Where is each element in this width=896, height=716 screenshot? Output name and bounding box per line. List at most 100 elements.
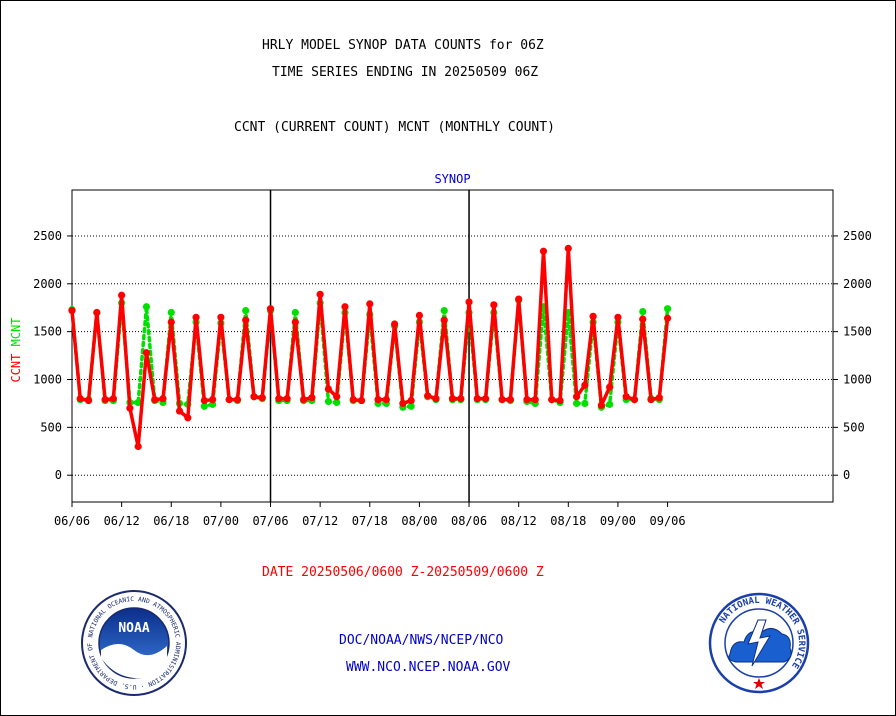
data-point-mcnt [324,397,333,406]
x-tick-label: 08/00 [401,514,437,528]
data-point-ccnt [432,395,440,403]
data-point-ccnt [498,395,506,404]
data-point-mcnt [581,399,589,408]
y-tick-label-left: 2000 [33,277,62,291]
data-point-mcnt [242,306,250,315]
data-point-ccnt [589,312,597,320]
series-line-ccnt [70,246,670,449]
data-point-ccnt [109,395,117,403]
data-point-ccnt [266,305,275,313]
data-point-mcnt [291,308,299,317]
data-point-ccnt [572,393,581,401]
data-point-ccnt [465,298,473,306]
data-point-ccnt [333,393,341,401]
data-point-ccnt [606,383,614,391]
data-point-mcnt [200,402,208,410]
y-axis-label-part: MCNT [9,317,23,353]
data-point-ccnt [209,395,217,404]
data-point-mcnt [407,402,415,410]
data-point-ccnt [68,306,76,315]
data-point-ccnt [523,395,531,404]
data-point-mcnt [639,307,647,316]
data-point-ccnt [415,311,424,319]
y-tick-label-left: 0 [55,468,62,482]
y-tick-label-left: 1500 [33,325,62,339]
y-tick-label-right: 2500 [843,229,872,243]
data-point-ccnt [473,395,481,403]
data-point-ccnt [548,395,556,404]
data-point-ccnt [118,291,126,299]
data-point-ccnt [622,393,630,401]
data-point-ccnt [614,313,622,321]
data-point-ccnt [283,395,291,403]
x-tick-label: 08/12 [501,514,537,528]
y-tick-label-left: 2500 [33,229,62,243]
x-tick-label: 07/00 [203,514,239,528]
data-point-ccnt [564,244,572,252]
plot-frame [71,189,834,503]
data-point-ccnt [101,395,109,404]
data-point-ccnt [647,395,655,404]
data-point-mcnt [134,398,142,407]
noaa-wordmark: NOAA [118,621,149,636]
x-tick-label: 06/18 [153,514,189,528]
y-tick-label-right: 2000 [843,277,872,291]
data-point-ccnt [324,385,333,393]
noaa-logo: NOAA NATIONAL OCEANIC AND ATMOSPHERIC AD… [79,588,187,696]
data-point-ccnt [258,394,266,402]
data-point-ccnt [448,395,457,403]
data-point-ccnt [349,395,357,404]
data-point-mcnt [333,398,341,407]
y-axis-label: CCNT MCNT [9,317,23,382]
x-tick-label: 09/00 [600,514,636,528]
data-point-ccnt [192,313,200,321]
data-point-ccnt [93,308,101,317]
data-point-mcnt [142,303,151,311]
data-point-ccnt [134,442,142,451]
y-tick-label-right: 1000 [843,372,872,386]
data-point-ccnt [175,407,184,415]
x-tick-label: 08/18 [550,514,586,528]
y-tick-label-left: 500 [40,420,62,434]
data-point-ccnt [159,395,167,403]
data-point-ccnt [184,414,192,422]
data-point-ccnt [374,395,382,404]
data-point-ccnt [663,314,672,322]
y-tick-label-right: 1500 [843,325,872,339]
y-tick-label-right: 0 [843,468,850,482]
data-point-ccnt [407,396,415,405]
org-label: DOC/NOAA/NWS/NCEP/NCO [339,633,504,648]
data-point-ccnt [250,393,258,401]
x-tick-label: 07/06 [252,514,288,528]
date-range-label: DATE 20250506/0600 Z-20250509/0600 Z [262,565,544,580]
data-point-mcnt [440,306,448,315]
data-point-ccnt [357,396,366,405]
website-link[interactable]: WWW.NCO.NCEP.NOAA.GOV [346,660,511,675]
x-tick-label: 08/06 [451,514,487,528]
data-point-ccnt [233,395,242,404]
data-point-ccnt [581,381,589,389]
data-point-ccnt [481,395,490,403]
x-tick-label: 06/06 [54,514,90,528]
data-point-ccnt [515,295,523,303]
data-point-ccnt [457,395,465,403]
data-point-ccnt [308,394,316,402]
data-point-ccnt [506,395,515,404]
data-point-ccnt [341,303,349,311]
data-point-ccnt [225,395,233,404]
data-point-ccnt [291,318,299,326]
data-point-mcnt [663,305,672,313]
data-point-ccnt [275,395,283,403]
data-point-ccnt [597,401,605,409]
data-point-ccnt [142,349,151,357]
data-point-ccnt [490,301,498,309]
data-point-mcnt [606,400,614,408]
data-point-ccnt [440,316,448,324]
data-point-mcnt [167,308,175,317]
data-point-ccnt [242,316,250,324]
data-point-ccnt [556,396,564,405]
data-point-ccnt [531,395,539,404]
data-point-ccnt [539,247,548,255]
data-point-ccnt [382,395,390,404]
